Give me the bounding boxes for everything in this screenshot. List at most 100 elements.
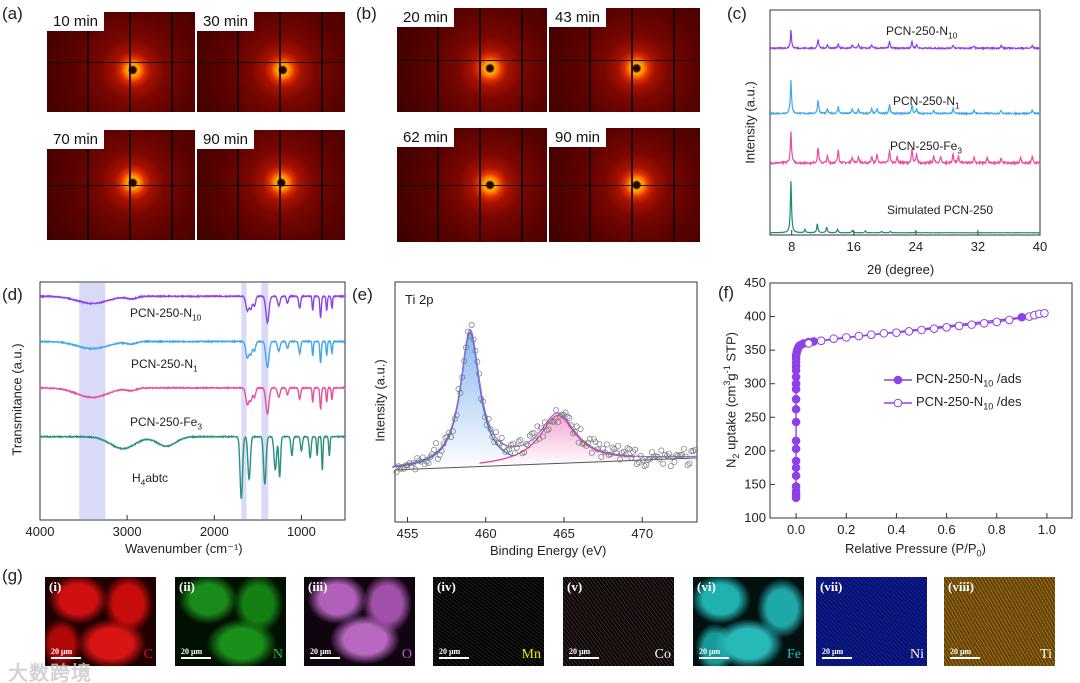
data-point bbox=[594, 446, 601, 453]
scale-bar-label: 20 μm bbox=[822, 647, 844, 656]
scale-bar-label: 20 μm bbox=[439, 647, 461, 656]
ftir-curve-h4abtc bbox=[39, 434, 346, 499]
x-tick-label: 3000 bbox=[113, 524, 142, 539]
x-tick-label: 455 bbox=[397, 526, 419, 541]
scale-bar bbox=[822, 657, 852, 659]
y-tick-label: 200 bbox=[744, 443, 766, 458]
legend-label-des: PCN-250-N10 /des bbox=[916, 394, 1022, 412]
data-point bbox=[449, 428, 456, 435]
x-tick-label: 465 bbox=[553, 526, 575, 541]
data-point bbox=[431, 446, 438, 453]
isotherm-point-des bbox=[942, 323, 951, 332]
data-point bbox=[421, 461, 428, 468]
data-point bbox=[513, 444, 520, 451]
legend-label-n1: PCN-250-N1 bbox=[893, 94, 960, 111]
highlight-band bbox=[261, 283, 269, 519]
isotherm-point-des bbox=[816, 336, 826, 346]
data-point bbox=[648, 449, 655, 456]
plot-frame-d bbox=[39, 281, 346, 521]
data-point bbox=[419, 454, 426, 461]
data-point bbox=[639, 457, 646, 464]
data-point bbox=[555, 419, 561, 426]
data-point bbox=[472, 347, 479, 354]
legend-marker bbox=[893, 398, 903, 408]
data-point bbox=[438, 447, 445, 454]
ftir-curve-pcn-250-n1 bbox=[39, 339, 346, 369]
isotherm-point-des bbox=[879, 329, 889, 338]
xrd-curve-pcn-250-fe3 bbox=[770, 131, 1041, 167]
data-point bbox=[588, 449, 595, 456]
data-point bbox=[579, 440, 586, 447]
data-point bbox=[510, 440, 516, 447]
y-axis-label-e: Intensity (a.u.) bbox=[372, 359, 388, 442]
background-line bbox=[394, 457, 698, 471]
legend-label-fe3: PCN-250-Fe3 bbox=[130, 415, 203, 432]
map-numeral: (i) bbox=[49, 579, 62, 594]
data-point bbox=[564, 413, 571, 420]
data-point bbox=[451, 415, 458, 422]
data-point bbox=[643, 461, 650, 468]
data-point bbox=[448, 434, 454, 441]
data-point bbox=[541, 419, 548, 426]
data-point bbox=[440, 440, 447, 447]
data-point bbox=[660, 460, 667, 467]
data-point bbox=[562, 409, 569, 416]
data-point bbox=[493, 429, 500, 436]
isotherm-point-des bbox=[829, 334, 839, 344]
data-point bbox=[495, 439, 501, 446]
eds-map-ni: (vii) 20 μm Ni bbox=[816, 577, 927, 666]
isotherm-point-des bbox=[967, 320, 976, 329]
scale-bar-label: 20 μm bbox=[569, 647, 591, 656]
isotherm-point-ads bbox=[791, 444, 801, 454]
isotherm-point-ads bbox=[791, 417, 801, 427]
data-point bbox=[628, 454, 635, 461]
data-point bbox=[433, 440, 439, 447]
y-tick-label: 150 bbox=[744, 476, 766, 491]
data-point bbox=[526, 432, 533, 439]
data-point bbox=[549, 418, 556, 425]
data-point bbox=[577, 426, 584, 432]
map-numeral: (ii) bbox=[179, 579, 195, 594]
scale-bar bbox=[699, 657, 729, 659]
isotherm-point-des bbox=[804, 339, 813, 348]
scale-bar bbox=[51, 657, 81, 659]
time-label: 43 min bbox=[549, 8, 607, 27]
data-point bbox=[686, 460, 693, 467]
data-point bbox=[532, 437, 539, 444]
data-point bbox=[457, 389, 464, 396]
data-point bbox=[395, 463, 402, 470]
data-point bbox=[617, 456, 623, 463]
data-point bbox=[680, 445, 687, 452]
data-point bbox=[587, 436, 593, 442]
data-point bbox=[677, 452, 684, 459]
x-tick-label: 0.4 bbox=[887, 522, 905, 537]
data-point bbox=[573, 423, 580, 430]
legend-label-n10: PCN-250-N10 bbox=[130, 306, 202, 323]
data-point bbox=[615, 442, 622, 449]
isotherm-point-des bbox=[1040, 308, 1049, 318]
eds-map-c: (i) 20 μm C bbox=[45, 577, 156, 666]
data-point bbox=[487, 426, 494, 433]
x-tick-label: 24 bbox=[909, 239, 923, 254]
x-tick-label: 16 bbox=[847, 239, 861, 254]
panel-label-e: (e) bbox=[352, 285, 373, 304]
data-point bbox=[491, 438, 498, 445]
x-tick-label: 0.6 bbox=[938, 522, 956, 537]
map-numeral: (v) bbox=[567, 579, 583, 594]
data-point bbox=[466, 332, 473, 339]
isotherm-point-des bbox=[917, 325, 926, 335]
data-point bbox=[455, 386, 462, 393]
xrd-curve-pcn-250-n1 bbox=[770, 80, 1041, 117]
data-point bbox=[479, 398, 486, 405]
data-point bbox=[464, 328, 471, 335]
data-point bbox=[682, 453, 689, 460]
eds-map-fe: (vi) 20 μm Fe bbox=[693, 577, 804, 666]
data-point bbox=[551, 418, 558, 425]
y-tick-label: 450 bbox=[744, 275, 766, 290]
time-label: 30 min bbox=[197, 12, 255, 31]
y-tick-label: 250 bbox=[744, 409, 766, 424]
data-point bbox=[585, 439, 592, 446]
y-tick-label: 100 bbox=[744, 510, 766, 525]
legend-label-fe3: PCN-250-Fe3 bbox=[890, 139, 963, 156]
